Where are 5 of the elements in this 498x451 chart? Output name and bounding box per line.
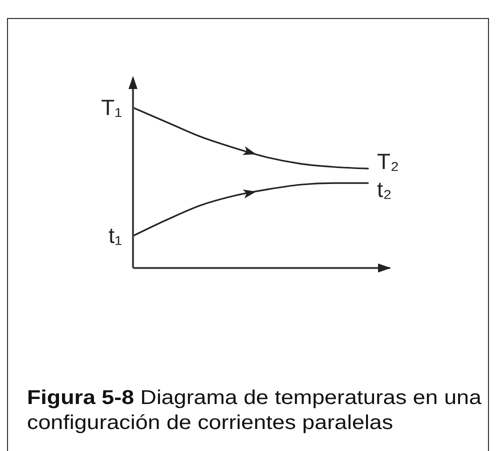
text: t₁ xyxy=(108,222,122,250)
annotation: T₂ xyxy=(377,148,399,176)
text: T₁ xyxy=(101,94,122,122)
text: Figura 5-8 Diagrama de temperaturas en una configuración de corrientes paralelas xyxy=(27,386,482,436)
annotation: t₂ xyxy=(377,176,392,204)
